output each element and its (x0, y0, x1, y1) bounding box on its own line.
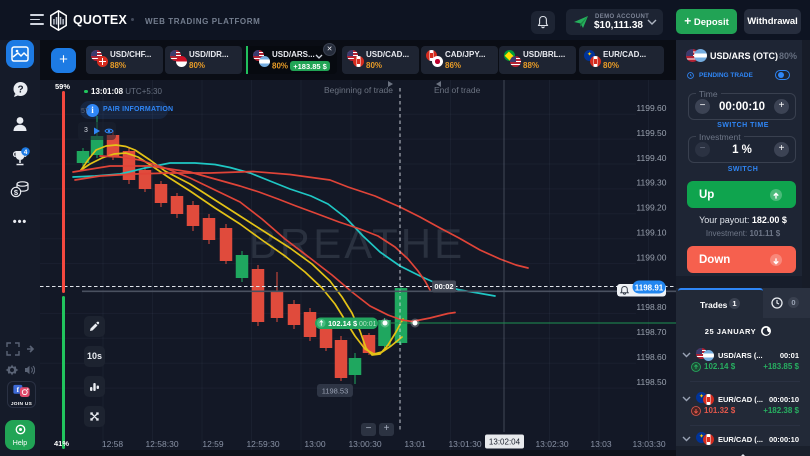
svg-text:12:59:30: 12:59:30 (246, 439, 279, 449)
svg-text:f: f (17, 385, 20, 394)
svg-text:13:01:30: 13:01:30 (448, 439, 481, 449)
svg-text:BREATHE: BREATHE (249, 220, 465, 267)
svg-text:Beginning of trade: Beginning of trade (324, 85, 393, 95)
svg-text:00:02: 00:02 (434, 282, 453, 291)
svg-text:12:58: 12:58 (102, 439, 124, 449)
svg-text:1199.30: 1199.30 (636, 178, 666, 188)
svg-text:00:01: 00:01 (359, 321, 377, 328)
svg-text:1199.20: 1199.20 (636, 203, 666, 213)
svg-text:1199.60: 1199.60 (636, 103, 666, 113)
svg-text:1198.91: 1198.91 (635, 284, 664, 293)
svg-text:$: $ (14, 188, 19, 197)
svg-text:13:01: 13:01 (404, 439, 426, 449)
svg-text:13:00:30: 13:00:30 (348, 439, 381, 449)
svg-text:12:58:30: 12:58:30 (145, 439, 178, 449)
svg-text:End of trade: End of trade (434, 85, 481, 95)
svg-text:12:59: 12:59 (202, 439, 224, 449)
svg-text:13:03:30: 13:03:30 (632, 439, 665, 449)
svg-text:?: ? (17, 85, 23, 96)
svg-text:1199.40: 1199.40 (636, 153, 666, 163)
svg-text:1198.53: 1198.53 (322, 387, 349, 396)
svg-text:1199.50: 1199.50 (636, 128, 666, 138)
svg-text:1198.80: 1198.80 (636, 302, 666, 312)
svg-text:13:00: 13:00 (304, 439, 326, 449)
svg-text:1198.60: 1198.60 (636, 352, 666, 362)
svg-text:1199.00: 1199.00 (636, 252, 666, 262)
svg-text:13:02:04: 13:02:04 (489, 438, 521, 447)
svg-text:102.14 $: 102.14 $ (328, 319, 358, 328)
svg-text:4: 4 (24, 149, 28, 156)
svg-text:13:02:30: 13:02:30 (535, 439, 568, 449)
svg-text:13:03: 13:03 (590, 439, 612, 449)
svg-text:1198.70: 1198.70 (636, 327, 666, 337)
svg-text:1198.50: 1198.50 (636, 377, 666, 387)
svg-text:1199.10: 1199.10 (636, 228, 666, 238)
